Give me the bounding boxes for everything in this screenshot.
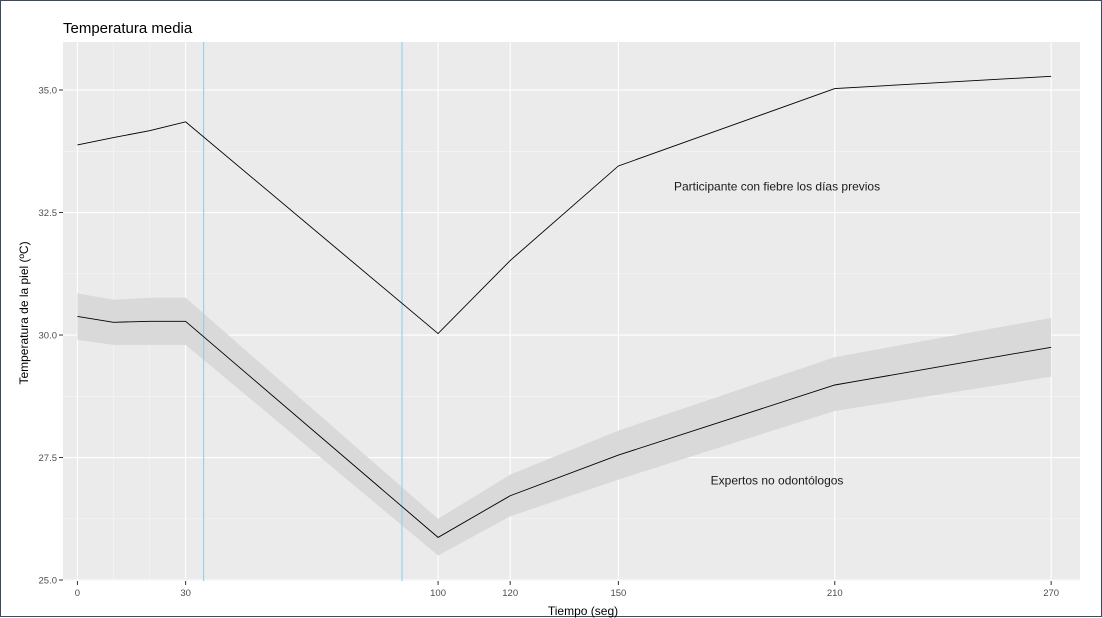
x-axis-title: Tiempo (seg) <box>548 604 618 618</box>
x-tick-label: 150 <box>610 588 626 599</box>
x-tick-label: 210 <box>827 588 843 599</box>
confidence-bands <box>77 293 1052 556</box>
plot-panel <box>63 42 1080 581</box>
series-line-2 <box>77 315 1052 538</box>
x-tick-label: 30 <box>180 588 191 599</box>
reference-lines <box>203 42 403 581</box>
y-tick-label: 27.5 <box>39 453 58 464</box>
x-axis-ticks: 0 30 100 120 150 210 270 <box>75 581 1059 599</box>
x-tick-label: 120 <box>502 588 518 599</box>
series-lines <box>77 75 1052 538</box>
annotations: Participante con fiebre los días previos… <box>674 179 880 487</box>
x-tick-label: 270 <box>1043 588 1059 599</box>
annotation-2: Expertos no odontólogos <box>711 473 844 487</box>
annotation-1: Participante con fiebre los días previos <box>674 179 880 193</box>
chart-title: Temperatura media <box>63 20 193 37</box>
y-tick-label: 32.5 <box>39 208 58 219</box>
x-tick-label: 0 <box>75 588 80 599</box>
confidence-band-2 <box>77 293 1052 556</box>
y-axis-ticks: 25.0 27.5 30.0 32.5 35.0 <box>39 86 63 587</box>
y-tick-label: 30.0 <box>39 331 58 342</box>
y-tick-label: 35.0 <box>39 86 58 97</box>
y-tick-label: 25.0 <box>39 576 58 587</box>
x-tick-label: 100 <box>430 588 446 599</box>
series-line-1 <box>77 75 1052 335</box>
y-axis-title: Temperatura de la piel (ºC) <box>17 241 31 384</box>
